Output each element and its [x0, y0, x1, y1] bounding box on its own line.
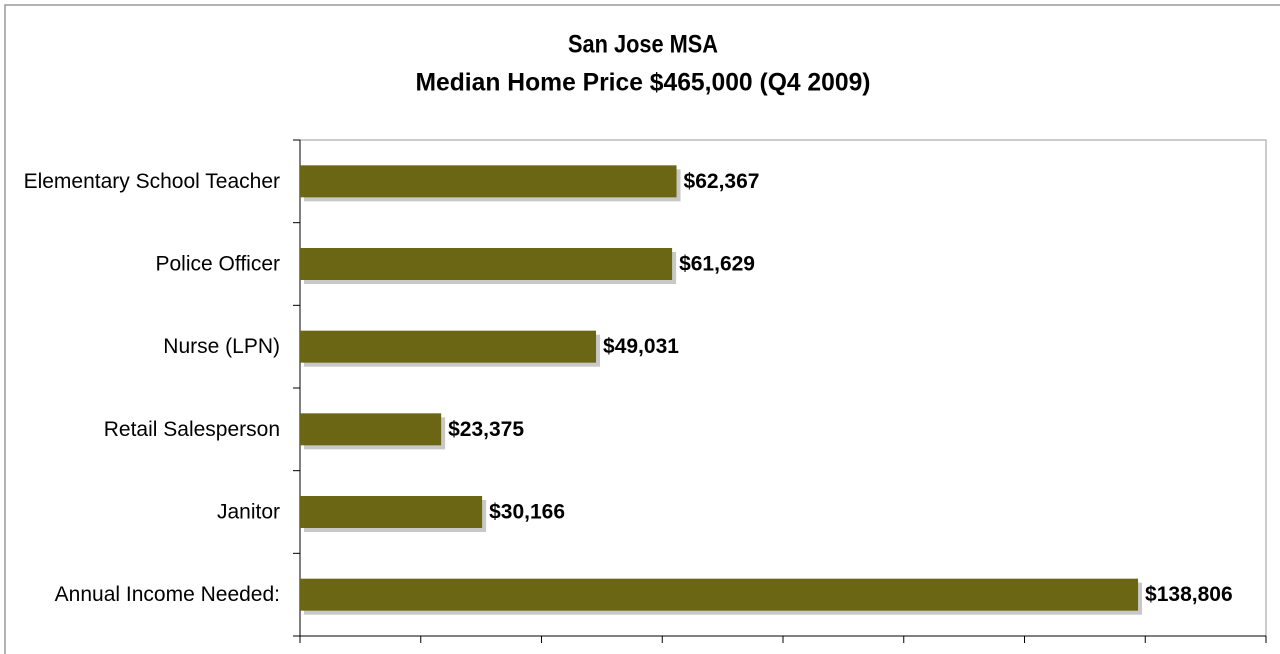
chart-title: San Jose MSA [568, 31, 718, 59]
bar [300, 165, 677, 198]
category-label: Elementary School Teacher [24, 170, 280, 193]
category-label: Police Officer [156, 253, 281, 276]
value-label: $61,629 [679, 253, 755, 276]
chart-subtitle: Median Home Price $465,000 (Q4 2009) [416, 69, 871, 97]
value-label: $138,806 [1145, 583, 1233, 606]
frame [4, 4, 1280, 654]
category-label: Retail Salesperson [104, 418, 280, 441]
category-label: Janitor [217, 501, 280, 524]
bar [300, 578, 1139, 611]
value-label: $23,375 [448, 418, 524, 441]
value-label: $62,367 [684, 170, 760, 193]
bar [300, 330, 597, 363]
category-label: Annual Income Needed: [55, 583, 280, 606]
bar [300, 413, 442, 446]
category-label: Nurse (LPN) [163, 335, 280, 358]
bar [300, 248, 673, 280]
bar [300, 496, 483, 528]
plot-border [293, 139, 1267, 636]
value-label: $49,031 [603, 335, 679, 358]
value-label: $30,166 [489, 501, 565, 524]
